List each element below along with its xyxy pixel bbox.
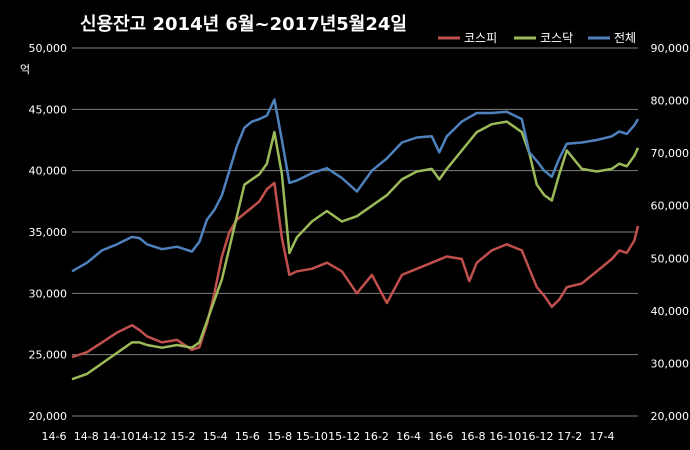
left-tick-label: 20,000 xyxy=(29,410,68,423)
x-tick-label: 16-6 xyxy=(428,430,453,443)
left-tick-label: 25,000 xyxy=(29,349,68,362)
x-tick-label: 16-2 xyxy=(364,430,389,443)
x-tick-label: 14-10 xyxy=(102,430,134,443)
left-tick-label: 35,000 xyxy=(29,226,68,239)
x-axis-ticks: 14-6 14-8 14-10 14-12 15-2 15-4 15-6 15-8 15-10 1… xyxy=(42,430,615,443)
chart-title: 신용잔고 2014년 6월~2017년5월24일 xyxy=(80,14,407,35)
legend-label: 전체 xyxy=(614,31,636,45)
x-tick-label: 15-4 xyxy=(203,430,228,443)
left-tick-label: 40,000 xyxy=(29,165,68,178)
x-tick-label: 14-8 xyxy=(74,430,99,443)
x-tick-label: 15-10 xyxy=(296,430,328,443)
right-tick-label: 30,000 xyxy=(651,357,690,370)
right-tick-label: 90,000 xyxy=(651,42,690,55)
right-tick-label: 80,000 xyxy=(651,95,690,108)
x-tick-label: 16-12 xyxy=(522,430,554,443)
series-line xyxy=(71,98,640,273)
x-tick-label: 16-10 xyxy=(489,430,521,443)
left-tick-label: 30,000 xyxy=(29,287,68,300)
right-tick-label: 20,000 xyxy=(651,410,690,423)
legend-label: 코스피 xyxy=(464,31,497,45)
left-tick-label: 50,000 xyxy=(29,42,68,55)
left-axis-unit: 억 xyxy=(20,63,30,76)
x-tick-label: 15-2 xyxy=(170,430,195,443)
legend: 코스피 코스닥 전체 xyxy=(438,31,636,45)
x-tick-label: 14-6 xyxy=(42,430,67,443)
x-tick-label: 14-12 xyxy=(135,430,167,443)
right-tick-label: 50,000 xyxy=(651,252,690,265)
left-axis-ticks: 20,000 25,000 30,000 35,000 40,000 45,000 50,0… xyxy=(29,42,68,423)
x-tick-label: 15-8 xyxy=(267,430,292,443)
right-tick-label: 40,000 xyxy=(651,305,690,318)
x-tick-label: 17-2 xyxy=(557,430,582,443)
x-tick-label: 16-8 xyxy=(461,430,486,443)
right-axis-ticks: 20,000 30,000 40,000 50,000 60,000 70,000 80,0… xyxy=(651,42,690,423)
right-tick-label: 70,000 xyxy=(651,147,690,160)
x-tick-label: 15-12 xyxy=(328,430,360,443)
x-tick-label: 16-4 xyxy=(396,430,421,443)
right-tick-label: 60,000 xyxy=(651,200,690,213)
left-tick-label: 45,000 xyxy=(29,103,68,116)
series-lines xyxy=(71,98,640,381)
series-line xyxy=(71,120,640,381)
x-tick-label: 15-6 xyxy=(235,430,260,443)
legend-label: 코스닥 xyxy=(540,31,573,45)
x-tick-label: 17-4 xyxy=(590,430,615,443)
